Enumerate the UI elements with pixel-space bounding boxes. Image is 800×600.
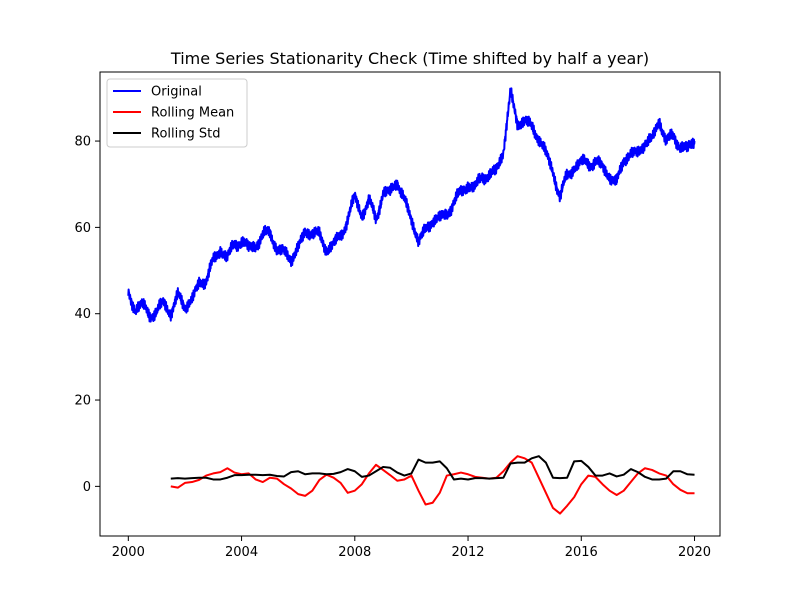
- x-tick-label: 2008: [338, 545, 371, 560]
- legend-label-rolling-mean: Rolling Mean: [151, 106, 234, 121]
- series-line-rolling-mean: [170, 455, 695, 515]
- x-tick-label: 2016: [565, 545, 598, 560]
- y-tick-label: 40: [74, 307, 91, 322]
- x-axis: 2000 2004 2008 2012 2016 2020: [112, 536, 711, 560]
- series-line-rolling-std: [170, 455, 695, 481]
- y-tick-label: 0: [83, 480, 91, 495]
- legend-label-rolling-std: Rolling Std: [151, 127, 220, 142]
- x-tick-label: 2000: [112, 545, 145, 560]
- x-tick-label: 2004: [225, 545, 258, 560]
- y-axis: 0 20 40 60 80: [74, 135, 100, 495]
- series-layer: [127, 87, 696, 515]
- x-tick-label: 2020: [678, 545, 711, 560]
- chart-title: Time Series Stationarity Check (Time shi…: [170, 49, 649, 68]
- series-line-original: [127, 87, 696, 323]
- legend: Original Rolling Mean Rolling Std: [106, 78, 248, 148]
- y-tick-label: 60: [74, 221, 91, 236]
- legend-label-original: Original: [151, 85, 202, 100]
- y-tick-label: 20: [74, 394, 91, 409]
- y-tick-label: 80: [74, 135, 91, 150]
- x-tick-label: 2012: [451, 545, 484, 560]
- plot-area-frame: [99, 71, 721, 537]
- legend-box: [106, 78, 248, 148]
